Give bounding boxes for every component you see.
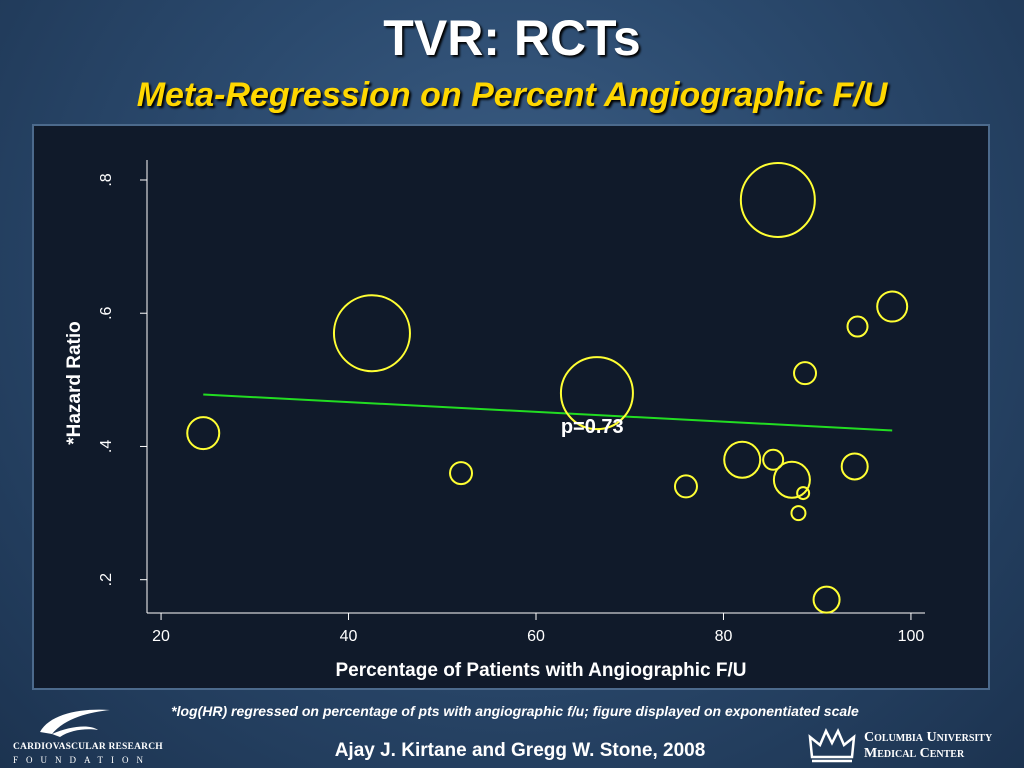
slide-subtitle: Meta-Regression on Percent Angiographic … — [136, 76, 888, 114]
chart-axes: 20 40 60 80 100 .2 .4 .6 .8 — [98, 160, 925, 645]
crf-logo-line2: FOUNDATION — [13, 755, 151, 765]
y-axis-title: *Hazard Ratio — [64, 321, 85, 445]
x-tick-label: 100 — [898, 628, 925, 645]
data-point — [559, 356, 634, 431]
columbia-line2: Medical Center — [864, 746, 965, 761]
y-tick-label: .2 — [98, 573, 115, 586]
x-axis-title: Percentage of Patients with Angiographic… — [335, 660, 746, 681]
y-tick-label: .6 — [98, 306, 115, 319]
columbia-logo-text: Columbia University Medical Center — [864, 730, 992, 762]
slide-title: TVR: RCTs — [383, 10, 641, 66]
data-point — [772, 460, 811, 499]
data-point — [840, 452, 869, 481]
x-tick-label: 20 — [152, 628, 170, 645]
crown-icon — [808, 728, 856, 763]
regression-line — [203, 393, 893, 432]
chart-labels: p=0.73 Percentage of Patients with Angiog… — [64, 321, 747, 681]
data-point — [790, 505, 807, 522]
data-point — [762, 448, 785, 471]
crf-logo: CARDIOVASCULAR RESEARCH FOUNDATION — [10, 704, 163, 765]
data-point — [812, 585, 841, 614]
p-value-annotation: p=0.73 — [561, 416, 624, 438]
data-point — [739, 161, 816, 238]
data-point — [846, 315, 869, 338]
data-point — [876, 290, 909, 323]
data-point — [673, 474, 698, 499]
data-point — [796, 486, 811, 501]
regression-line-group — [203, 393, 893, 432]
data-point — [186, 416, 221, 451]
crf-swoosh-icon — [40, 709, 110, 737]
data-points — [186, 161, 909, 614]
y-tick-label: .8 — [98, 173, 115, 186]
columbia-line1: Columbia University — [864, 730, 993, 745]
x-tick-label: 60 — [527, 628, 545, 645]
author-credit: Ajay J. Kirtane and Gregg W. Stone, 2008 — [334, 740, 706, 761]
data-point — [723, 440, 762, 479]
data-point — [793, 361, 818, 386]
data-point — [332, 294, 411, 373]
chart-panel — [32, 124, 990, 690]
x-tick-label: 40 — [340, 628, 358, 645]
y-tick-label: .4 — [98, 440, 115, 453]
columbia-logo: Columbia University Medical Center — [806, 727, 1016, 765]
crf-logo-line1: CARDIOVASCULAR RESEARCH — [13, 742, 163, 752]
footnote: *log(HR) regressed on percentage of pts … — [171, 703, 859, 719]
x-tick-label: 80 — [715, 628, 733, 645]
data-point — [449, 461, 474, 486]
